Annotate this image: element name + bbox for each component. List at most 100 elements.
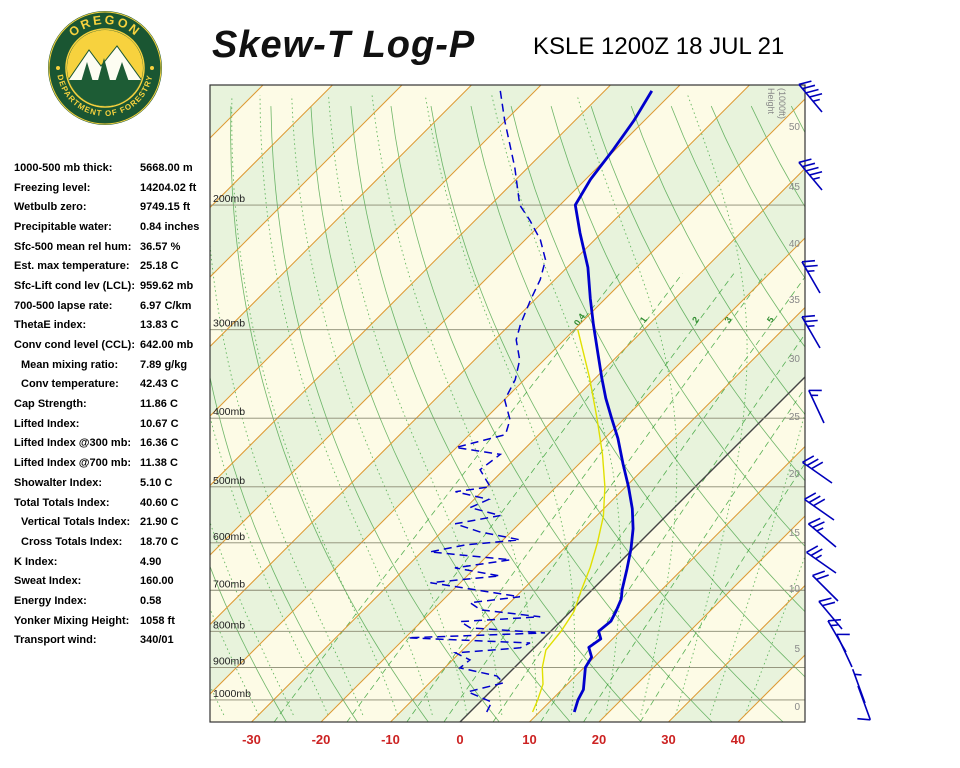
height-tick-label: 0 xyxy=(794,702,800,713)
height-tick-label: 5 xyxy=(794,644,800,655)
stat-row: Sfc-Lift cond lev (LCL): 959.62 mb xyxy=(14,276,210,296)
odf-logo: OREGON DEPARTMENT OF FORESTRY xyxy=(48,11,162,125)
stat-value: 18.70 C xyxy=(140,535,179,548)
stat-value: 9749.15 ft xyxy=(140,201,191,214)
stat-label: Freezing level: xyxy=(14,181,91,194)
stat-label: Est. max temperature: xyxy=(14,260,130,273)
stat-row: Yonker Mixing Height: 1058 ft xyxy=(14,611,210,631)
stat-row: Conv cond level (CCL): 642.00 mb xyxy=(14,335,210,355)
stat-value: 21.90 C xyxy=(140,516,179,529)
stat-value: 0.58 xyxy=(140,594,162,607)
pressure-label: 700mb xyxy=(213,578,245,590)
pressure-label: 200mb xyxy=(213,193,245,205)
stat-row: 700-500 lapse rate: 6.97 C/km xyxy=(14,296,210,316)
stat-row: K Index: 4.90 xyxy=(14,552,210,572)
temp-tick-label: 40 xyxy=(731,732,745,747)
pressure-label: 600mb xyxy=(213,531,245,543)
plot-lines: 0.4 1 2 3 5 xyxy=(210,85,805,722)
stat-label: Transport wind: xyxy=(14,634,97,647)
pressure-label: 1000mb xyxy=(213,688,251,700)
stat-label: Energy Index: xyxy=(14,594,87,607)
height-tick-label: 45 xyxy=(789,182,801,193)
dewpoint-profile xyxy=(407,90,547,713)
stat-label: Lifted Index @300 mb: xyxy=(14,437,132,450)
stat-value: 42.43 C xyxy=(140,378,179,391)
height-tick-label: 40 xyxy=(789,239,801,250)
page-title: Skew-T Log-P xyxy=(212,24,476,66)
stat-row: Mean mixing ratio: 7.89 g/kg xyxy=(14,355,210,375)
stat-value: 13.83 C xyxy=(140,319,179,332)
stat-label: Sweat Index: xyxy=(14,575,82,588)
stat-value: 5668.00 m xyxy=(140,161,193,174)
temp-tick-label: 20 xyxy=(592,732,606,747)
temp-tick-label: 30 xyxy=(661,732,675,747)
stat-value: 340/01 xyxy=(140,634,174,647)
height-tick-label: 50 xyxy=(789,122,801,133)
sounding-profiles xyxy=(407,90,653,713)
stat-label: Lifted Index @700 mb: xyxy=(14,457,132,470)
mixing-ratio-label: 1 xyxy=(638,315,649,325)
pressure-label: 500mb xyxy=(213,475,245,487)
height-tick-label: 30 xyxy=(789,354,801,365)
stat-label: ThetaE index: xyxy=(14,319,87,332)
stat-label: Conv temperature: xyxy=(21,378,119,391)
moist-adiabats xyxy=(210,95,805,716)
stat-value: 14204.02 ft xyxy=(140,181,197,194)
height-tick-label: 10 xyxy=(789,584,801,595)
stat-value: 7.89 g/kg xyxy=(140,358,188,371)
stat-row: Cap Strength: 11.86 C xyxy=(14,394,210,414)
stat-value: 642.00 mb xyxy=(140,339,194,352)
stat-label: Cross Totals Index: xyxy=(21,535,123,548)
stat-row: 1000-500 mb thick: 5668.00 m xyxy=(14,158,210,178)
stat-row: Lifted Index @300 mb: 16.36 C xyxy=(14,434,210,454)
temp-tick-label: -30 xyxy=(242,732,261,747)
stat-value: 1058 ft xyxy=(140,614,175,627)
stat-label: Lifted Index: xyxy=(14,417,80,430)
stat-row: Conv temperature: 42.43 C xyxy=(14,375,210,395)
stat-label: Cap Strength: xyxy=(14,398,87,411)
pressure-label: 800mb xyxy=(213,619,245,631)
stat-label: 700-500 lapse rate: xyxy=(14,299,113,312)
stat-value: 36.57 % xyxy=(140,240,181,253)
pressure-lines xyxy=(210,204,805,701)
stat-value: 11.38 C xyxy=(140,457,178,470)
stat-row: Energy Index: 0.58 xyxy=(14,591,210,611)
stat-label: Showalter Index: xyxy=(14,476,103,489)
mixing-ratio-label: 2 xyxy=(690,315,701,325)
stat-value: 40.60 C xyxy=(140,496,179,509)
stat-row: Total Totals Index: 40.60 C xyxy=(14,493,210,513)
pressure-label: 300mb xyxy=(213,318,245,330)
temperature-profile xyxy=(572,90,653,713)
stat-row: Wetbulb zero: 9749.15 ft xyxy=(14,197,210,217)
stat-label: Mean mixing ratio: xyxy=(21,358,119,371)
stat-label: Yonker Mixing Height: xyxy=(14,614,130,627)
stat-value: 160.00 xyxy=(140,575,174,588)
stat-label: Sfc-500 mean rel hum: xyxy=(14,240,132,253)
stat-label: Sfc-Lift cond lev (LCL): xyxy=(14,279,135,292)
stat-row: Cross Totals Index: 18.70 C xyxy=(14,532,210,552)
stat-label: Wetbulb zero: xyxy=(14,201,87,214)
stat-row: Sweat Index: 160.00 xyxy=(14,571,210,591)
height-tick-label: 35 xyxy=(789,295,801,306)
stat-value: 959.62 mb xyxy=(140,279,194,292)
stat-value: 10.67 C xyxy=(140,417,179,430)
stat-label: Conv cond level (CCL): xyxy=(14,339,136,352)
height-tick-label: 25 xyxy=(789,412,801,423)
isotherms xyxy=(210,85,805,722)
stat-row: Vertical Totals Index: 21.90 C xyxy=(14,512,210,532)
station-datetime: KSLE 1200Z 18 JUL 21 xyxy=(533,33,785,60)
stat-row: Lifted Index: 10.67 C xyxy=(14,414,210,434)
pressure-label: 400mb xyxy=(213,406,245,418)
stat-label: Precipitable water: xyxy=(14,220,112,233)
plot-frame xyxy=(209,84,806,723)
mixing-ratio-label: 3 xyxy=(722,315,733,325)
stat-value: 0.84 inches xyxy=(140,220,200,233)
stat-value: 6.97 C/km xyxy=(140,299,192,312)
height-axis-title: Height xyxy=(766,88,776,115)
temp-axis-labels: -30 -20 -10 0 10 20 30 40 xyxy=(242,732,745,747)
stat-row: Lifted Index @700 mb: 11.38 C xyxy=(14,453,210,473)
height-axis-title-units: (1000ft) xyxy=(777,88,787,119)
